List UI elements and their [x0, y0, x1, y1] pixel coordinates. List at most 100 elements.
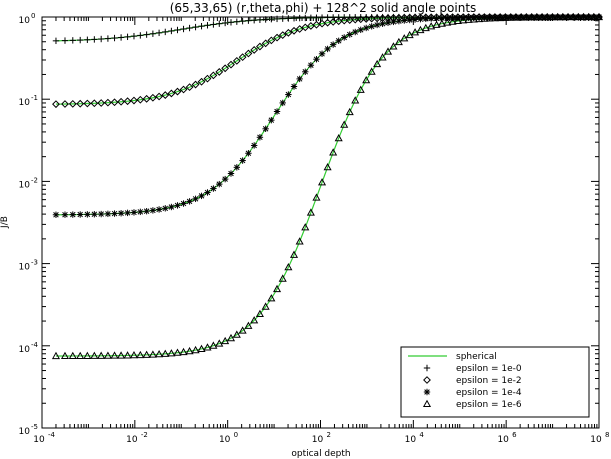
data-point [84, 211, 91, 218]
data-point [221, 19, 229, 27]
data-point [345, 16, 354, 24]
data-point [238, 53, 247, 62]
data-point [203, 343, 212, 351]
data-point [517, 13, 526, 21]
legend-marker [422, 399, 432, 408]
data-point [579, 12, 588, 21]
data-point [198, 22, 205, 30]
data-point [394, 37, 403, 46]
data-point [191, 80, 200, 89]
y-tick-exponent: 0 [31, 12, 35, 20]
data-point [563, 12, 573, 21]
data-point [379, 20, 386, 27]
data-point [136, 95, 145, 104]
data-point [459, 16, 468, 24]
data-point [522, 13, 531, 21]
data-point [267, 294, 276, 302]
data-point [313, 56, 320, 63]
data-point [496, 13, 505, 22]
x-tick-exponent: 8 [605, 431, 609, 439]
data-point [244, 321, 253, 329]
data-point [68, 99, 77, 108]
data-point [290, 83, 298, 90]
legend-label: epsilon = 1e-4 [456, 388, 522, 398]
data-point [368, 23, 375, 30]
data-point [290, 15, 298, 22]
legend: spherical epsilon = 1e-0 epsilon = 1e-2 eps… [400, 346, 590, 418]
y-tick-exponent: -4 [31, 341, 39, 349]
data-point [191, 345, 200, 354]
data-point [558, 12, 567, 21]
data-point [91, 211, 98, 218]
data-point [574, 12, 583, 21]
data-point [137, 208, 144, 216]
data-point [61, 37, 69, 44]
data-point [215, 68, 224, 76]
data-point [527, 13, 536, 21]
data-point [543, 12, 552, 21]
data-point [60, 351, 70, 360]
data-point [117, 97, 125, 106]
data-point [155, 349, 164, 358]
data-point [464, 15, 473, 23]
y-tick-label: 10 [19, 180, 31, 190]
legend-marker [423, 376, 431, 384]
data-point [244, 49, 253, 58]
data-point [61, 100, 69, 108]
data-point [279, 99, 286, 107]
data-point [250, 17, 258, 24]
data-point [233, 18, 241, 25]
data-point [136, 350, 145, 359]
data-point [104, 35, 112, 42]
chart-title: (65,33,65) (r,theta,phi) + 128^2 solid a… [170, 1, 477, 15]
data-point [256, 16, 264, 24]
data-point [313, 14, 320, 21]
data-point [103, 351, 112, 359]
data-point [532, 13, 541, 21]
data-point [406, 16, 413, 24]
data-point [345, 107, 354, 116]
data-point [124, 209, 131, 217]
data-point [401, 17, 408, 24]
data-point [155, 92, 164, 101]
data-point [295, 237, 304, 245]
data-point [180, 25, 187, 33]
y-tick-label: 10 [19, 16, 31, 26]
data-point [111, 34, 118, 42]
data-point [61, 211, 69, 218]
data-point [422, 15, 430, 23]
data-point [232, 56, 241, 65]
data-point [174, 26, 181, 34]
data-point [179, 85, 188, 94]
data-point [91, 36, 98, 43]
data-point [90, 99, 99, 108]
data-point [302, 14, 309, 22]
data-point [173, 87, 182, 96]
x-tick-exponent: 6 [512, 431, 517, 439]
data-point [261, 39, 270, 48]
data-point [296, 14, 303, 22]
data-point [227, 60, 235, 69]
x-tick-label: 10 [497, 435, 509, 445]
x-tick-label: 10 [219, 435, 231, 445]
data-point [192, 23, 199, 31]
data-point [352, 28, 359, 36]
data-point [143, 207, 150, 215]
data-point [161, 91, 170, 99]
data-point [273, 108, 281, 115]
data-point [148, 350, 157, 358]
data-point [76, 36, 84, 44]
data-point [357, 26, 364, 34]
data-point [538, 13, 547, 21]
data-point [312, 193, 321, 201]
data-point [256, 42, 264, 51]
legend-label: epsilon = 1e-2 [456, 376, 522, 386]
data-point [438, 14, 446, 22]
data-point [432, 20, 441, 28]
data-point [357, 14, 364, 21]
data-point [167, 349, 176, 357]
data-point [255, 309, 264, 317]
y-tick-exponent: -1 [31, 94, 38, 102]
data-point [340, 120, 349, 128]
data-point [427, 22, 436, 30]
